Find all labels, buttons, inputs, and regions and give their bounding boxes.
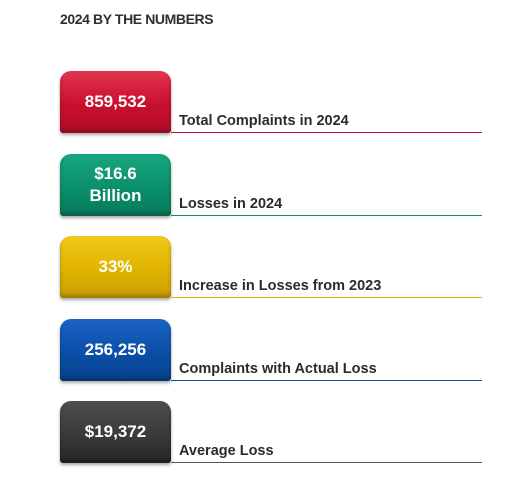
stat-underline [171, 215, 482, 216]
stat-total-complaints: 859,532 Total Complaints in 2024 [60, 71, 482, 133]
stat-value: 33% [98, 257, 133, 276]
stat-label: Losses in 2024 [179, 196, 283, 212]
stat-value: $16.6 Billion [89, 164, 142, 205]
stat-value: $19,372 [84, 422, 147, 441]
stat-underline [171, 380, 482, 381]
stat-underline [171, 132, 482, 133]
stat-badge: 859,532 [60, 71, 171, 133]
stat-losses: $16.6 Billion Losses in 2024 [60, 154, 482, 216]
stat-underline [171, 462, 482, 463]
stat-label: Total Complaints in 2024 [179, 113, 349, 129]
stat-badge: 256,256 [60, 319, 171, 381]
stat-increase-in-losses: 33% Increase in Losses from 2023 [60, 236, 482, 298]
stat-label: Increase in Losses from 2023 [179, 278, 382, 294]
stat-label: Average Loss [179, 443, 274, 459]
stat-label: Complaints with Actual Loss [179, 361, 377, 377]
page-heading: 2024 BY THE NUMBERS [60, 11, 214, 27]
stat-badge: 33% [60, 236, 171, 298]
stat-value: 859,532 [84, 92, 147, 111]
stat-badge: $16.6 Billion [60, 154, 171, 216]
stat-value: 256,256 [84, 340, 147, 359]
stat-underline [171, 297, 482, 298]
stat-complaints-with-loss: 256,256 Complaints with Actual Loss [60, 319, 482, 381]
stat-badge: $19,372 [60, 401, 171, 463]
stat-average-loss: $19,372 Average Loss [60, 401, 482, 463]
